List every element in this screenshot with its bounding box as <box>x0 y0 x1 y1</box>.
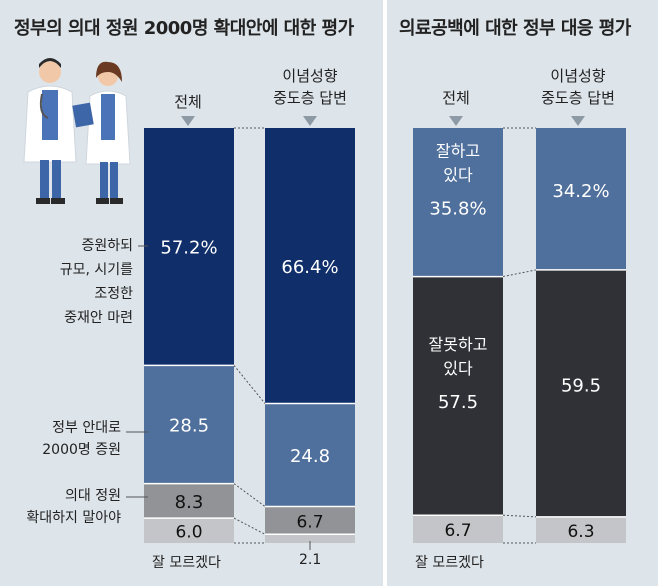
bar-segment-c1-b0-s1 <box>413 276 503 516</box>
bar-value-label-c0-b1-s2: 6.7 <box>296 512 323 532</box>
bar-segment-c0-b0-s3 <box>144 518 234 543</box>
right-col1-header: 전체 <box>442 89 470 107</box>
bar-value-label-c1-b0-s1: 57.5 <box>438 392 478 413</box>
row-label-adjust-l3: 조정한 <box>94 286 133 302</box>
bar-segment-c0-b1-s2 <box>265 506 355 535</box>
bar-segment-c0-b1-s3 <box>265 534 355 543</box>
right-col2-header-line2: 중도층 답변 <box>541 89 615 107</box>
bar-value-label-c1-b0-s2: 6.7 <box>444 521 471 541</box>
bar-segment-c0-b1-s1 <box>265 403 355 507</box>
bar-value-label-c0-b0-s0: 57.2% <box>160 238 217 259</box>
left-footer-dontknow: 잘 모르겠다 <box>152 555 221 571</box>
bar-inner-label-c1-s1-0: 잘못하고 <box>429 335 488 354</box>
left-chart-title: 정부의 의대 정원 2000명 확대안에 대한 평가 <box>14 18 354 39</box>
bar-value-label-c1-b1-s0: 34.2% <box>552 181 609 202</box>
bar-value-label-c1-b1-s2: 6.3 <box>567 522 594 542</box>
bar-segment-c1-b1-s0 <box>536 128 626 270</box>
bar-segment-c1-b1-s1 <box>536 269 626 517</box>
right-footer-dontknow: 잘 모르겠다 <box>415 555 484 571</box>
left-footer-val2: 2.1 <box>299 552 322 568</box>
bar-segment-c0-b0-s0 <box>144 128 234 366</box>
bar-connector-c1-2 <box>502 514 537 518</box>
bar-value-label-c0-b0-s2: 8.3 <box>175 492 204 513</box>
bar-value-label-c0-b0-s3: 6.0 <box>175 523 202 543</box>
row-label-no-l1: 의대 정원 <box>65 488 121 504</box>
row-label-gov-l1: 정부 안대로 <box>52 420 121 436</box>
right-col1-pointer-icon <box>449 116 463 126</box>
bar-connector-c0-2 <box>233 483 266 507</box>
row-label-gov-l2: 2000명 증원 <box>42 442 121 458</box>
bar-connector-c0-3 <box>233 517 266 535</box>
bar-inner-label-c1-s1-1: 있다 <box>443 359 473 378</box>
bar-connector-c0-1 <box>233 365 266 404</box>
row-label-adjust-l4: 중재안 마련 <box>64 310 133 326</box>
bar-segment-c1-b0-s2 <box>413 515 503 543</box>
left-col1-pointer-icon <box>181 116 195 126</box>
left-col2-pointer-icon <box>303 116 317 126</box>
left-col1-header: 전체 <box>174 93 202 111</box>
bar-value-label-c1-b1-s1: 59.5 <box>561 375 601 396</box>
bar-connector-c1-1 <box>502 269 537 278</box>
bar-value-label-c0-b1-s1: 24.8 <box>290 446 330 467</box>
bar-value-label-c0-b1-s0: 66.4% <box>281 257 338 278</box>
row-label-adjust-l2: 규모, 시기를 <box>59 262 133 278</box>
left-col2-header-line1: 이념성향 <box>282 67 338 85</box>
right-col2-header-line1: 이념성향 <box>550 67 606 85</box>
bar-value-label-c0-b0-s1: 28.5 <box>169 416 209 437</box>
bar-value-label-c1-b0-s0: 35.8% <box>429 198 486 219</box>
bar-inner-label-c1-s0-1: 있다 <box>443 165 473 184</box>
row-label-no-l2: 확대하지 말아야 <box>26 510 121 526</box>
panel-divider <box>383 0 387 586</box>
doctors-illustration-icon <box>23 58 131 204</box>
bar-segment-c0-b1-s0 <box>265 128 355 404</box>
row-label-adjust-l1: 증원하되 <box>81 238 133 254</box>
bar-segment-c0-b0-s1 <box>144 365 234 484</box>
bar-segment-c1-b0-s0 <box>413 128 503 277</box>
right-chart-title: 의료공백에 대한 정부 대응 평가 <box>399 18 631 39</box>
bar-inner-label-c1-s0-0: 잘하고 <box>436 141 480 160</box>
right-col2-pointer-icon <box>571 116 585 126</box>
left-col2-header-line2: 중도층 답변 <box>273 89 347 107</box>
bar-segment-c1-b1-s2 <box>536 516 626 543</box>
bar-segment-c0-b0-s2 <box>144 483 234 519</box>
